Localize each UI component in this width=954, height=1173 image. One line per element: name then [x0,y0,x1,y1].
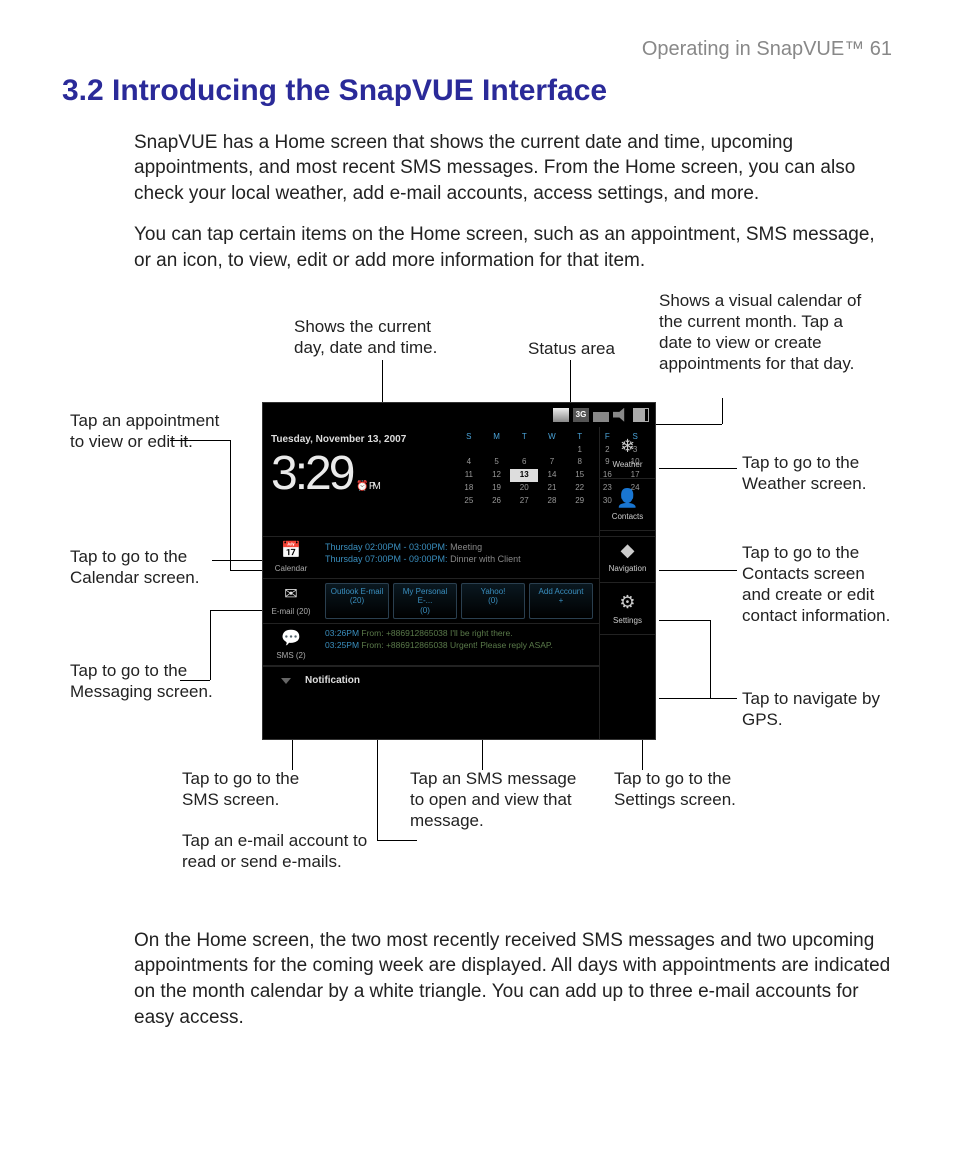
weather-label: Weather [612,460,642,471]
callout-sms-open: Tap an SMS message to open and view that… [410,768,590,832]
callout-settings: Tap to go to the Settings screen. [614,768,744,811]
settings-button[interactable]: ⚙ Settings [600,583,655,635]
email-tab-add[interactable]: Add Account+ [529,583,593,620]
navigation-icon: ◆ [621,538,635,562]
weather-button[interactable]: ❄ Weather [600,427,655,479]
email-row[interactable]: ✉ E-mail (20) Outlook E-mail(20) My Pers… [263,579,599,625]
sms-message-2[interactable]: 03:25PM From: +886912865038 Urgent! Plea… [325,640,593,651]
email-tab-yahoo[interactable]: Yahoo!(0) [461,583,525,620]
sms-message-1[interactable]: 03:26PM From: +886912865038 I'll be righ… [325,628,593,639]
contacts-label: Contacts [612,512,644,523]
clock-ampm: PM [369,482,378,492]
intro-paragraph-1: SnapVUE has a Home screen that shows the… [62,130,892,207]
callout-messaging: Tap to go to the Messaging screen. [70,660,220,703]
callout-calendar: Tap to go to the Calendar screen. [70,546,230,589]
signal-icon [593,408,609,422]
speaker-icon [613,408,629,422]
intro-paragraph-2: You can tap certain items on the Home sc… [62,222,892,273]
closing-paragraph: On the Home screen, the two most recentl… [62,928,892,1031]
callout-contacts: Tap to go to the Contacts screen and cre… [742,542,892,627]
calendar-icon: 📅 [281,540,301,562]
clock-time: 3:29 [271,450,352,498]
email-icon: ✉ [284,584,297,606]
annotated-figure: Shows the current day, date and time. St… [62,290,892,910]
sms-row[interactable]: 💬 SMS (2) 03:26PM From: +886912865038 I'… [263,624,599,666]
date-line: Tuesday, November 13, 2007 [271,433,441,447]
contacts-icon: 👤 [616,486,638,510]
callout-datetime: Shows the current day, date and time. [294,316,464,359]
settings-label: Settings [613,616,642,627]
weather-icon: ❄ [620,434,635,458]
device-screenshot: 3G Tuesday, November 13, 2007 3:29 ⏰ PM … [262,402,656,740]
callout-email-acct: Tap an e-mail account to read or send e-… [182,830,402,873]
alarm-icon: ⏰ [356,482,365,492]
sms-label: SMS (2) [276,651,305,662]
appointment-1[interactable]: Thursday 02:00PM - 03:00PM: Meeting [325,541,593,553]
email-tab-outlook[interactable]: Outlook E-mail(20) [325,583,389,620]
notification-bar[interactable]: Notification [263,666,599,694]
callout-gps: Tap to navigate by GPS. [742,688,882,731]
appointment-2[interactable]: Thursday 07:00PM - 09:00PM: Dinner with … [325,553,593,565]
sim-icon [553,408,569,422]
callout-status: Status area [528,338,615,359]
chevron-down-icon [281,678,291,684]
battery-icon [633,408,649,422]
running-head: Operating in SnapVUE™ 61 [62,36,892,63]
callout-sms: Tap to go to the SMS screen. [182,768,332,811]
callout-minical: Shows a visual calendar of the current m… [659,290,869,375]
clock-pane[interactable]: Tuesday, November 13, 2007 3:29 ⏰ PM [263,427,449,536]
section-title: 3.2 Introducing the SnapVUE Interface [62,71,892,112]
callout-appointment: Tap an appointment to view or edit it. [70,410,220,453]
navigation-label: Navigation [609,564,647,575]
notification-label: Notification [305,674,360,688]
callout-weather: Tap to go to the Weather screen. [742,452,872,495]
calendar-label: Calendar [275,564,307,575]
navigation-button[interactable]: ◆ Navigation [600,531,655,583]
email-label: E-mail (20) [271,607,310,618]
network-3g-icon: 3G [573,408,589,422]
status-bar[interactable]: 3G [263,403,655,427]
sms-icon: 💬 [281,628,301,650]
email-tab-personal[interactable]: My Personal E-...(0) [393,583,457,620]
gear-icon: ⚙ [619,590,635,614]
contacts-button[interactable]: 👤 Contacts [600,479,655,531]
calendar-row[interactable]: 📅 Calendar Thursday 02:00PM - 03:00PM: M… [263,537,599,579]
